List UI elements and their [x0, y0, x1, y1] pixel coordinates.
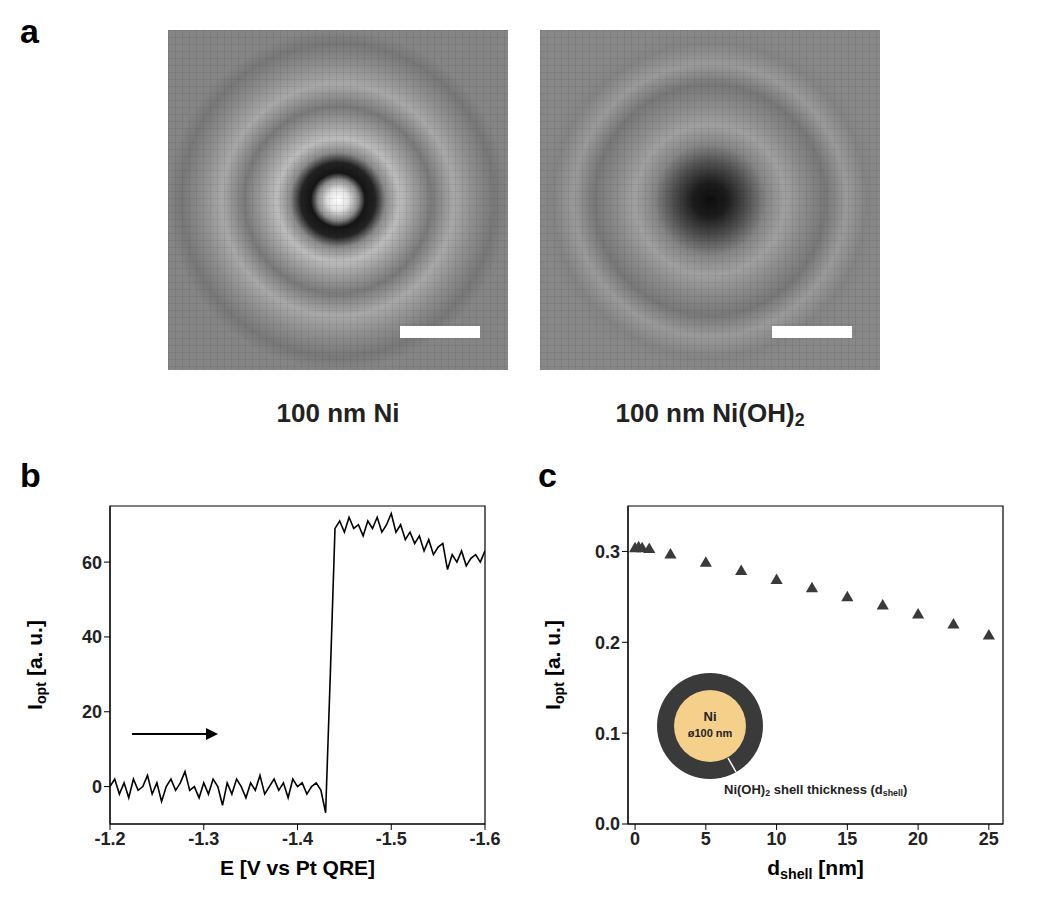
- svg-text:0.2: 0.2: [595, 633, 620, 653]
- html-text:opt: opt: [550, 681, 567, 705]
- svg-text:-1.2: -1.2: [94, 829, 125, 849]
- svg-text:25: 25: [979, 829, 999, 849]
- html-text:ø100 nm: ø100 nm: [687, 727, 733, 739]
- html-text:Ni(OH)2shell thickness (dshell: Ni(OH)2shell thickness (dshell): [724, 782, 908, 799]
- html-text:I: I: [23, 704, 47, 710]
- html-text:[a. u.]: [a. u.]: [23, 620, 47, 682]
- svg-text:60: 60: [82, 553, 102, 573]
- svg-text:0.3: 0.3: [595, 542, 620, 562]
- svg-text:40: 40: [82, 627, 102, 647]
- svg-text:-1.6: -1.6: [469, 829, 500, 849]
- html-text:E [V vs Pt QRE]: E [V vs Pt QRE]: [219, 856, 376, 879]
- svg-text:0.1: 0.1: [595, 724, 620, 744]
- html-text:opt: opt: [32, 681, 49, 705]
- svg-text:-1.5: -1.5: [376, 829, 407, 849]
- html-text:100 nm Ni: 100 nm Ni: [276, 398, 400, 428]
- html-text:dshell[nm]: dshell[nm]: [767, 856, 864, 882]
- html-text:c: c: [538, 456, 557, 494]
- svg-text:5: 5: [701, 829, 711, 849]
- svg-text:0.0: 0.0: [595, 814, 620, 834]
- svg-text:0: 0: [630, 829, 640, 849]
- html-text:I: I: [541, 704, 565, 710]
- svg-text:20: 20: [908, 829, 928, 849]
- svg-text:20: 20: [82, 702, 102, 722]
- svg-text:-1.3: -1.3: [188, 829, 219, 849]
- svg-text:15: 15: [837, 829, 857, 849]
- html-text:b: b: [20, 456, 41, 494]
- svg-text:0: 0: [92, 777, 102, 797]
- svg-text:10: 10: [767, 829, 787, 849]
- html-text:[a. u.]: [a. u.]: [541, 620, 565, 682]
- html-text:a: a: [20, 12, 39, 50]
- html-text:Ni: Ni: [703, 709, 717, 724]
- svg-text:-1.4: -1.4: [282, 829, 313, 849]
- html-text:100 nm Ni(OH)2: 100 nm Ni(OH)2: [615, 398, 805, 431]
